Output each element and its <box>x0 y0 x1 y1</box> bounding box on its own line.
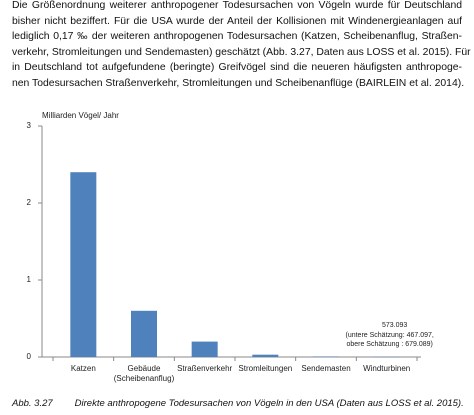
x-tick-label: Sendemasten <box>301 364 351 373</box>
y-tick-label: 3 <box>27 121 32 130</box>
bar <box>313 356 339 357</box>
x-tick-label: Gebäude (Scheibenanflug) <box>113 364 175 383</box>
x-tick-label: Windturbinen <box>363 364 411 373</box>
paragraph-line: verkehr, Stromleitungen und Sendemasten)… <box>12 46 471 58</box>
y-tick-label: 2 <box>27 198 32 207</box>
caption-text: Direkte anthropogene Todesursachen von V… <box>74 398 464 409</box>
x-tick-label: Stromleitungen <box>238 364 293 373</box>
x-tick-label: Straßenverkehr <box>177 364 233 373</box>
bar <box>252 354 279 357</box>
paragraph-line: nen Todesursachen Straßenverkehr, Stroml… <box>12 78 465 89</box>
bar <box>191 341 218 357</box>
paragraph-line: Die Größenordnung weiterer anthropogener… <box>12 0 462 11</box>
y-tick-label: 0 <box>27 352 32 361</box>
y-tick-label: 1 <box>27 275 32 284</box>
y-axis-label: Milliarden Vögel/ Jahr <box>42 111 119 120</box>
caption: Abb. 3.27 Direkte anthropogene Todesursac… <box>12 398 464 409</box>
annotation: (untere Schätzung: 467.097, <box>345 332 433 339</box>
paragraph-line: lediglich 0,17 ‰ der weiteren anthropoge… <box>12 31 462 43</box>
bar <box>70 172 97 357</box>
paragraph-line: bisher nicht beziffert. Für die USA wurd… <box>12 15 462 27</box>
value-label: 573.093 <box>382 322 407 329</box>
paragraph-line: in Deutschland tot aufgefundene (beringt… <box>12 62 462 74</box>
x-tick-label: Katzen <box>70 364 96 373</box>
annotation: obere Schätzung : 679.089) <box>346 341 432 348</box>
caption-label: Abb. 3.27 <box>12 398 53 409</box>
bar <box>131 310 157 357</box>
